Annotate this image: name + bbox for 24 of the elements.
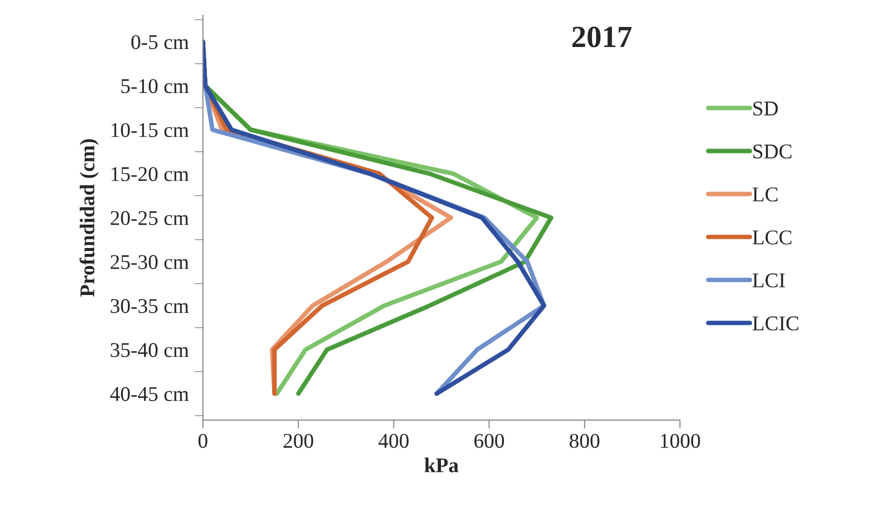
x-tick-label: 0: [198, 434, 208, 448]
legend-label: LCIC: [752, 316, 798, 330]
x-axis-title: kPa: [424, 458, 458, 472]
y-tick-label: 40-45 cm: [110, 387, 189, 402]
legend-label: LCC: [752, 230, 792, 244]
y-tick-label: 10-15 cm: [112, 123, 189, 138]
x-tick-label: 200: [284, 434, 314, 448]
x-tick-label: 400: [378, 434, 409, 448]
legend-label: LC: [752, 187, 778, 202]
x-tick-label: 800: [570, 434, 600, 448]
chart-title: 2017: [572, 26, 632, 48]
legend-label: LCI: [752, 273, 785, 288]
legend-label: SDC: [753, 144, 792, 158]
y-tick-label: 0-5 cm: [131, 35, 189, 50]
legend-label: SD: [753, 102, 778, 116]
y-tick-label: 20-25 cm: [110, 211, 189, 226]
y-tick-label: 15-20 cm: [112, 167, 189, 182]
x-tick-label: 1000: [660, 434, 700, 448]
y-tick-label: 5-10 cm: [121, 79, 189, 94]
x-tick-label: 600: [474, 434, 504, 448]
y-tick-label: 35-40 cm: [110, 343, 189, 358]
y-axis-title: Profundidad (cm): [80, 139, 99, 297]
y-tick-label: 30-35 cm: [110, 299, 189, 314]
y-tick-label: 25-30 cm: [110, 255, 189, 270]
